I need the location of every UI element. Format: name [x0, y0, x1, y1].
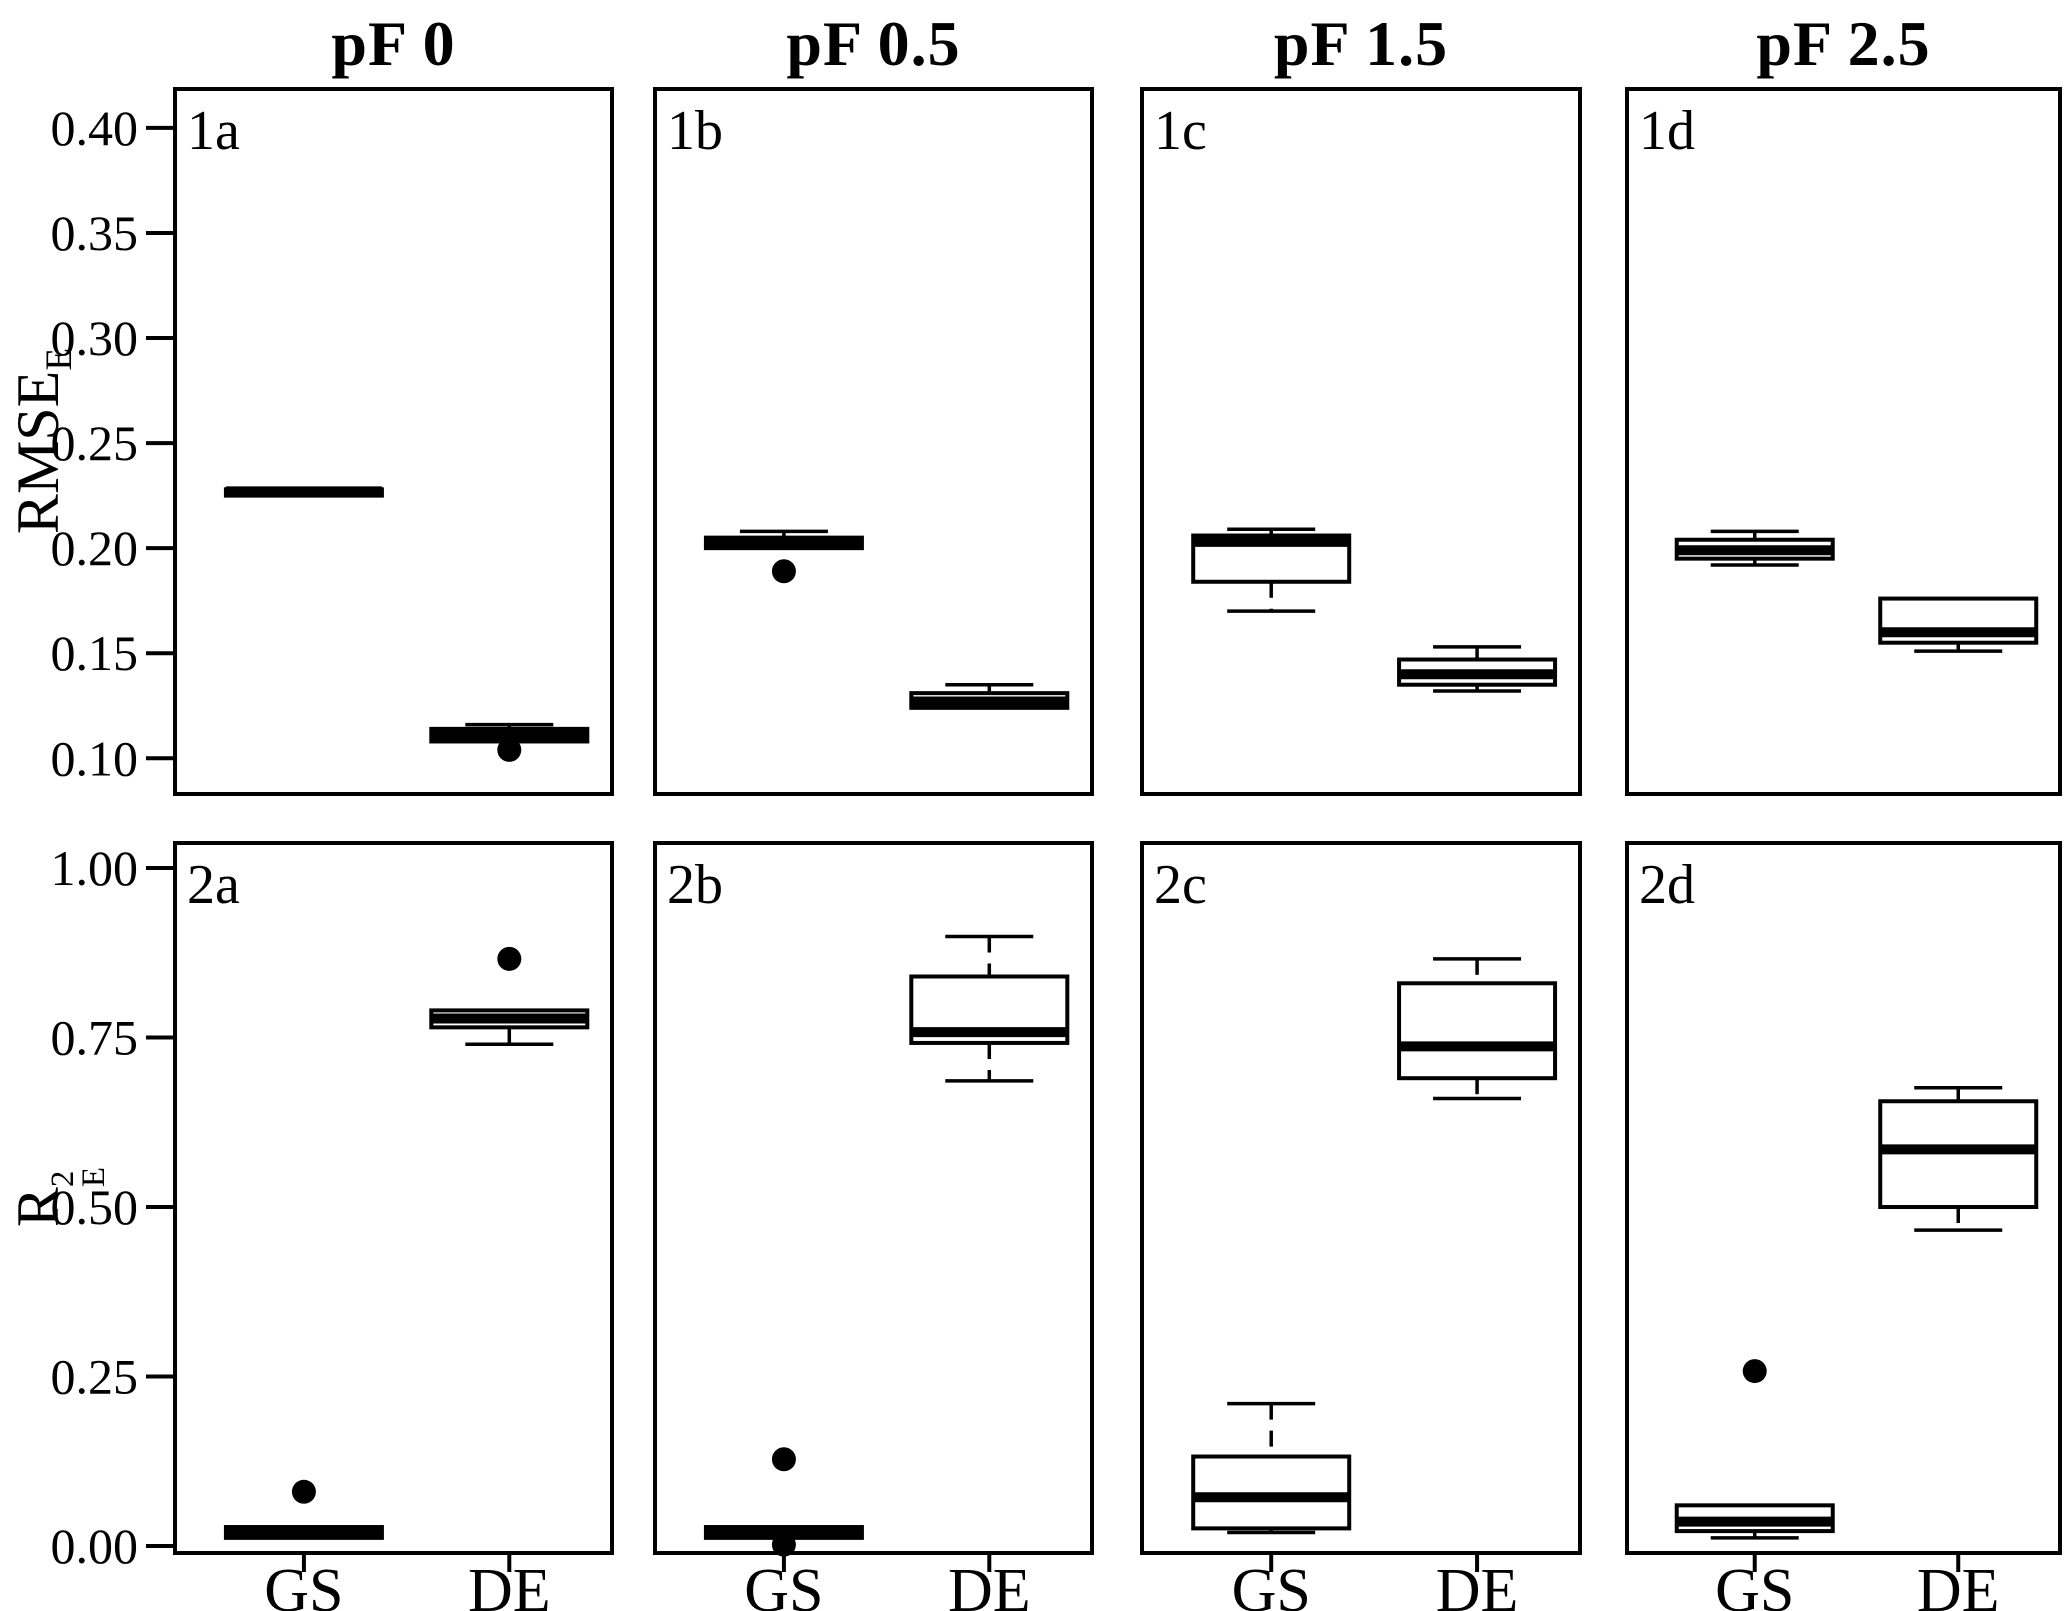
panel-label-2a: 2a [187, 854, 240, 916]
panel-label-1c: 1c [1154, 100, 1207, 162]
y-tick-label: 0.15 [51, 625, 139, 681]
column-title-pf25: pF 2.5 [1756, 8, 1931, 79]
y-tick-label: 0.25 [51, 415, 139, 471]
panel-2c-frame [1140, 841, 1582, 1555]
panel-1b-frame [653, 87, 1094, 796]
y-tick-label: 0.00 [51, 1518, 139, 1574]
column-title-pf05: pF 0.5 [786, 8, 961, 79]
y-tick-label: 1.00 [51, 840, 139, 896]
outlier-point [291, 1479, 316, 1504]
y-tick-label: 0.40 [51, 100, 139, 156]
x-category-label-GS: GS [264, 1557, 343, 1611]
x-category-label-GS: GS [1715, 1557, 1794, 1611]
outlier-point [497, 737, 522, 762]
outlier-point [497, 946, 522, 971]
outlier-point [771, 1532, 796, 1557]
panel-label-2c: 2c [1154, 854, 1207, 916]
y-tick-label: 0.30 [51, 310, 139, 366]
x-category-label-DE: DE [468, 1557, 551, 1611]
y-tick-label: 0.35 [51, 205, 139, 261]
panel-2b-frame [653, 841, 1094, 1555]
box-2c-DE [1397, 981, 1558, 1081]
y-tick-label: 0.25 [51, 1349, 139, 1405]
panel-2a-frame [173, 841, 614, 1555]
outlier-point [771, 559, 796, 584]
panel-1d-frame [1625, 87, 2062, 796]
y-tick-label: 0.20 [51, 520, 139, 576]
x-category-label-DE: DE [948, 1557, 1031, 1611]
panel-label-1b: 1b [667, 100, 723, 162]
x-category-label-DE: DE [1436, 1557, 1519, 1611]
outlier-point [1742, 1359, 1767, 1384]
y-tick-label: 0.50 [51, 1179, 139, 1235]
panel-1a-frame [173, 87, 614, 796]
panel-label-1d: 1d [1639, 100, 1695, 162]
panel-1c-frame [1140, 87, 1582, 796]
outlier-point [771, 1447, 796, 1472]
x-category-label-GS: GS [1232, 1557, 1311, 1611]
x-category-label-GS: GS [744, 1557, 823, 1611]
panel-label-2d: 2d [1639, 854, 1695, 916]
column-title-pf15: pF 1.5 [1273, 8, 1449, 79]
panel-label-2b: 2b [667, 854, 723, 916]
y-tick-label: 0.75 [51, 1010, 139, 1066]
y-tick-label: 0.10 [51, 730, 139, 786]
column-title-pf0: pF 0 [331, 8, 456, 79]
x-category-label-DE: DE [1917, 1557, 2000, 1611]
panel-label-1a: 1a [187, 100, 240, 162]
